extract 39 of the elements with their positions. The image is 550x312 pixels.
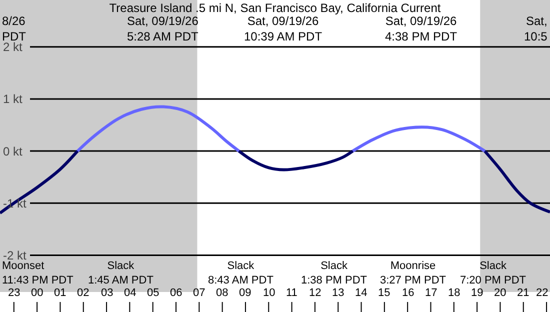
y-tick-label: 0 kt xyxy=(3,144,24,158)
annotation: Moonset 11:43 PM PDT xyxy=(2,260,74,286)
x-tick-label: 05 xyxy=(147,287,160,299)
chart-title: Treasure Island .5 mi N, San Francisco Bay, California Current xyxy=(109,1,442,16)
y-tick-label: -2 kt xyxy=(3,248,28,262)
x-tick-label: 19 xyxy=(471,287,484,299)
annotation: Slack 8:43 AM PDT xyxy=(208,260,274,286)
annotation: Sat, 10:5 xyxy=(524,14,548,44)
x-tick-label: 03 xyxy=(101,287,114,299)
x-tick-label: 00 xyxy=(31,287,44,299)
y-tick-label: 2 kt xyxy=(3,40,24,54)
x-tick-label: 14 xyxy=(355,287,368,299)
x-tick-label: 16 xyxy=(402,287,414,299)
x-tick-label: 08 xyxy=(216,287,228,299)
annotation: Sat, 09/19/26 10:39 AM PDT xyxy=(244,14,323,44)
x-tick-label: 04 xyxy=(124,287,136,299)
x-tick-label: 01 xyxy=(54,287,66,299)
annotation: Moonrise 3:27 PM PDT xyxy=(380,260,446,286)
y-tick-label: 1 kt xyxy=(3,92,24,106)
x-tick-label: 07 xyxy=(193,287,206,299)
x-tick-label: 21 xyxy=(517,287,530,299)
x-tick-label: 15 xyxy=(378,287,390,299)
annotation: Slack 1:45 AM PDT xyxy=(88,260,154,286)
annotation: Sat, 09/19/26 5:28 AM PDT xyxy=(127,14,200,44)
x-tick-label: 09 xyxy=(239,287,252,299)
x-tick-label: 02 xyxy=(77,287,90,299)
x-tick-label: 22 xyxy=(536,287,548,299)
annotation: Slack 7:20 PM PDT xyxy=(460,260,526,286)
x-tick-label: 17 xyxy=(425,287,438,299)
x-tick-label: 12 xyxy=(309,287,322,299)
x-tick-label: 06 xyxy=(170,287,182,299)
x-tick-label: 20 xyxy=(494,287,506,299)
annotation: Sat, 09/19/26 4:38 PM PDT xyxy=(385,14,458,44)
x-tick-label: 11 xyxy=(286,287,298,299)
x-tick-label: 13 xyxy=(332,287,344,299)
x-tick-label: 18 xyxy=(448,287,460,299)
x-tick-label: 10 xyxy=(263,287,276,299)
annotation: Slack 1:38 PM PDT xyxy=(301,260,368,286)
x-tick-label: 23 xyxy=(8,287,20,299)
